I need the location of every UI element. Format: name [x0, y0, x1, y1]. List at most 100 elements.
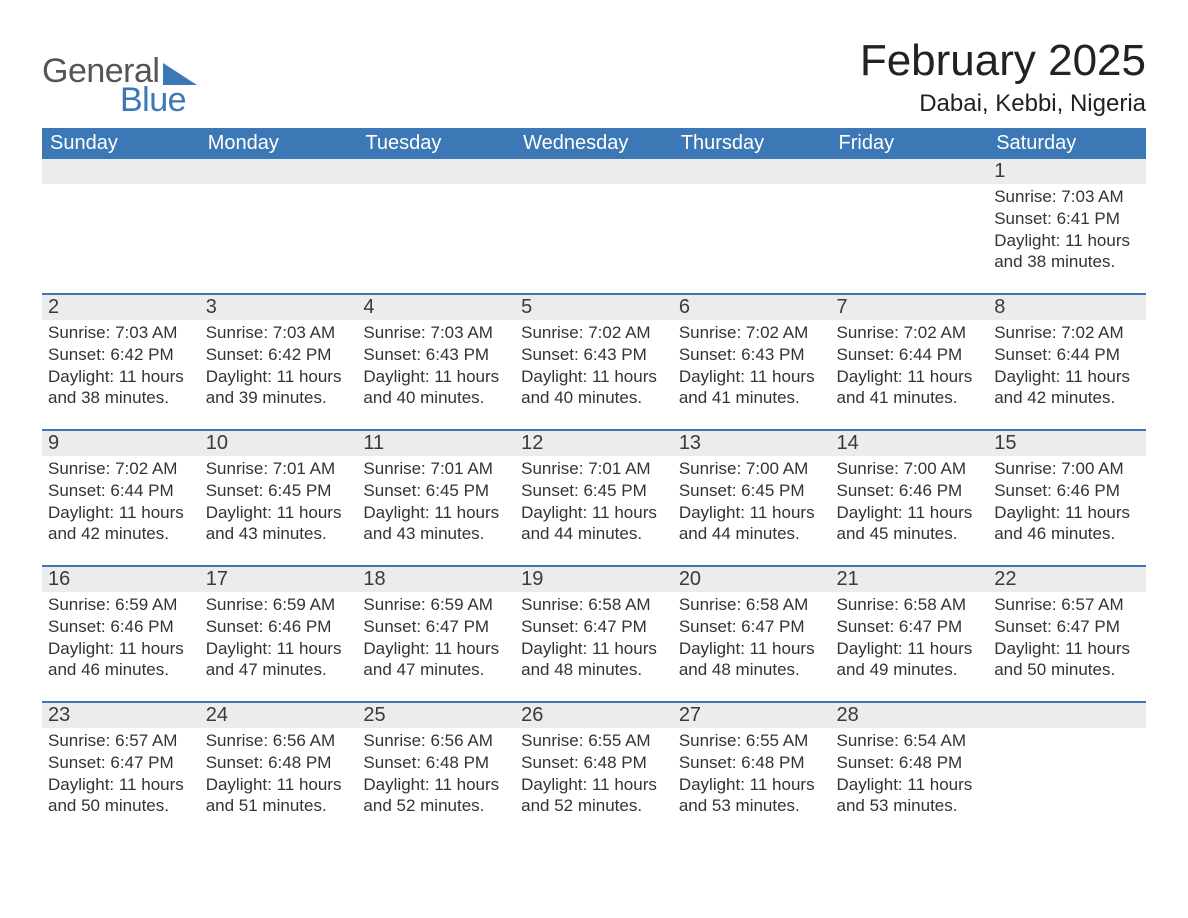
day-sunrise: Sunrise: 7:01 AM [363, 458, 509, 480]
day-dl2: and 46 minutes. [994, 523, 1140, 545]
day-sunset: Sunset: 6:48 PM [837, 752, 983, 774]
calendar-day-cell: 15Sunrise: 7:00 AMSunset: 6:46 PMDayligh… [988, 430, 1146, 566]
day-details [988, 728, 1146, 824]
weekday-header: Wednesday [515, 128, 673, 159]
calendar-day-cell: 13Sunrise: 7:00 AMSunset: 6:45 PMDayligh… [673, 430, 831, 566]
calendar-day-cell: 19Sunrise: 6:58 AMSunset: 6:47 PMDayligh… [515, 566, 673, 702]
day-details: Sunrise: 7:00 AMSunset: 6:46 PMDaylight:… [988, 456, 1146, 565]
day-sunset: Sunset: 6:47 PM [837, 616, 983, 638]
day-dl2: and 40 minutes. [363, 387, 509, 409]
calendar-day-cell: 14Sunrise: 7:00 AMSunset: 6:46 PMDayligh… [831, 430, 989, 566]
calendar-day-cell: 11Sunrise: 7:01 AMSunset: 6:45 PMDayligh… [357, 430, 515, 566]
day-sunset: Sunset: 6:46 PM [837, 480, 983, 502]
day-sunset: Sunset: 6:45 PM [679, 480, 825, 502]
calendar-table: Sunday Monday Tuesday Wednesday Thursday… [42, 128, 1146, 837]
calendar-day-cell: 2Sunrise: 7:03 AMSunset: 6:42 PMDaylight… [42, 294, 200, 430]
day-sunrise: Sunrise: 7:01 AM [206, 458, 352, 480]
month-year-title: February 2025 [860, 36, 1146, 86]
day-dl1: Daylight: 11 hours [679, 502, 825, 524]
day-sunset: Sunset: 6:43 PM [363, 344, 509, 366]
day-details [357, 184, 515, 280]
location-subtitle: Dabai, Kebbi, Nigeria [860, 90, 1146, 118]
calendar-week-row: 1Sunrise: 7:03 AMSunset: 6:41 PMDaylight… [42, 159, 1146, 294]
day-details: Sunrise: 7:00 AMSunset: 6:45 PMDaylight:… [673, 456, 831, 565]
day-number [42, 159, 200, 184]
day-details [42, 184, 200, 280]
day-number: 17 [200, 567, 358, 592]
day-sunset: Sunset: 6:47 PM [994, 616, 1140, 638]
day-details: Sunrise: 7:03 AMSunset: 6:43 PMDaylight:… [357, 320, 515, 429]
calendar-day-cell: 9Sunrise: 7:02 AMSunset: 6:44 PMDaylight… [42, 430, 200, 566]
day-dl1: Daylight: 11 hours [679, 638, 825, 660]
day-dl2: and 51 minutes. [206, 795, 352, 817]
day-number: 1 [988, 159, 1146, 184]
day-details: Sunrise: 7:01 AMSunset: 6:45 PMDaylight:… [515, 456, 673, 565]
day-dl2: and 43 minutes. [363, 523, 509, 545]
calendar-day-cell: 8Sunrise: 7:02 AMSunset: 6:44 PMDaylight… [988, 294, 1146, 430]
day-details: Sunrise: 6:56 AMSunset: 6:48 PMDaylight:… [200, 728, 358, 837]
day-sunset: Sunset: 6:46 PM [48, 616, 194, 638]
day-number: 6 [673, 295, 831, 320]
day-dl1: Daylight: 11 hours [994, 502, 1140, 524]
day-details: Sunrise: 7:01 AMSunset: 6:45 PMDaylight:… [200, 456, 358, 565]
day-sunset: Sunset: 6:48 PM [363, 752, 509, 774]
day-dl2: and 50 minutes. [994, 659, 1140, 681]
day-number [673, 159, 831, 184]
day-details: Sunrise: 6:58 AMSunset: 6:47 PMDaylight:… [831, 592, 989, 701]
day-sunrise: Sunrise: 6:54 AM [837, 730, 983, 752]
day-number: 28 [831, 703, 989, 728]
day-sunset: Sunset: 6:42 PM [206, 344, 352, 366]
calendar-day-cell [42, 159, 200, 294]
day-details: Sunrise: 7:01 AMSunset: 6:45 PMDaylight:… [357, 456, 515, 565]
day-sunrise: Sunrise: 7:02 AM [994, 322, 1140, 344]
day-sunset: Sunset: 6:43 PM [521, 344, 667, 366]
day-sunset: Sunset: 6:46 PM [206, 616, 352, 638]
day-dl1: Daylight: 11 hours [521, 366, 667, 388]
calendar-day-cell [673, 159, 831, 294]
day-dl1: Daylight: 11 hours [837, 502, 983, 524]
day-dl1: Daylight: 11 hours [206, 366, 352, 388]
day-number: 21 [831, 567, 989, 592]
day-sunrise: Sunrise: 7:00 AM [837, 458, 983, 480]
day-dl2: and 41 minutes. [837, 387, 983, 409]
day-sunset: Sunset: 6:44 PM [994, 344, 1140, 366]
day-dl1: Daylight: 11 hours [994, 638, 1140, 660]
day-sunset: Sunset: 6:44 PM [837, 344, 983, 366]
day-number: 18 [357, 567, 515, 592]
calendar-body: 1Sunrise: 7:03 AMSunset: 6:41 PMDaylight… [42, 159, 1146, 837]
day-number: 3 [200, 295, 358, 320]
weekday-header: Tuesday [357, 128, 515, 159]
day-number: 10 [200, 431, 358, 456]
calendar-day-cell [988, 702, 1146, 837]
calendar-day-cell: 22Sunrise: 6:57 AMSunset: 6:47 PMDayligh… [988, 566, 1146, 702]
weekday-header: Thursday [673, 128, 831, 159]
weekday-header: Friday [831, 128, 989, 159]
calendar-week-row: 9Sunrise: 7:02 AMSunset: 6:44 PMDaylight… [42, 430, 1146, 566]
day-dl1: Daylight: 11 hours [363, 638, 509, 660]
day-dl1: Daylight: 11 hours [521, 502, 667, 524]
calendar-day-cell: 12Sunrise: 7:01 AMSunset: 6:45 PMDayligh… [515, 430, 673, 566]
calendar-day-cell: 21Sunrise: 6:58 AMSunset: 6:47 PMDayligh… [831, 566, 989, 702]
day-sunset: Sunset: 6:48 PM [679, 752, 825, 774]
day-sunrise: Sunrise: 6:59 AM [206, 594, 352, 616]
logo-word-blue: Blue [120, 81, 197, 120]
day-number [515, 159, 673, 184]
day-sunrise: Sunrise: 7:01 AM [521, 458, 667, 480]
day-sunset: Sunset: 6:48 PM [206, 752, 352, 774]
day-details: Sunrise: 7:02 AMSunset: 6:43 PMDaylight:… [673, 320, 831, 429]
day-dl1: Daylight: 11 hours [363, 502, 509, 524]
day-dl2: and 48 minutes. [679, 659, 825, 681]
day-details [515, 184, 673, 280]
day-details: Sunrise: 7:03 AMSunset: 6:41 PMDaylight:… [988, 184, 1146, 293]
day-number: 12 [515, 431, 673, 456]
calendar-day-cell: 23Sunrise: 6:57 AMSunset: 6:47 PMDayligh… [42, 702, 200, 837]
day-dl1: Daylight: 11 hours [521, 774, 667, 796]
day-sunset: Sunset: 6:45 PM [206, 480, 352, 502]
day-sunset: Sunset: 6:48 PM [521, 752, 667, 774]
day-sunrise: Sunrise: 7:00 AM [994, 458, 1140, 480]
calendar-day-cell: 20Sunrise: 6:58 AMSunset: 6:47 PMDayligh… [673, 566, 831, 702]
calendar-day-cell [515, 159, 673, 294]
day-sunrise: Sunrise: 6:57 AM [994, 594, 1140, 616]
day-sunset: Sunset: 6:46 PM [994, 480, 1140, 502]
day-sunset: Sunset: 6:47 PM [679, 616, 825, 638]
